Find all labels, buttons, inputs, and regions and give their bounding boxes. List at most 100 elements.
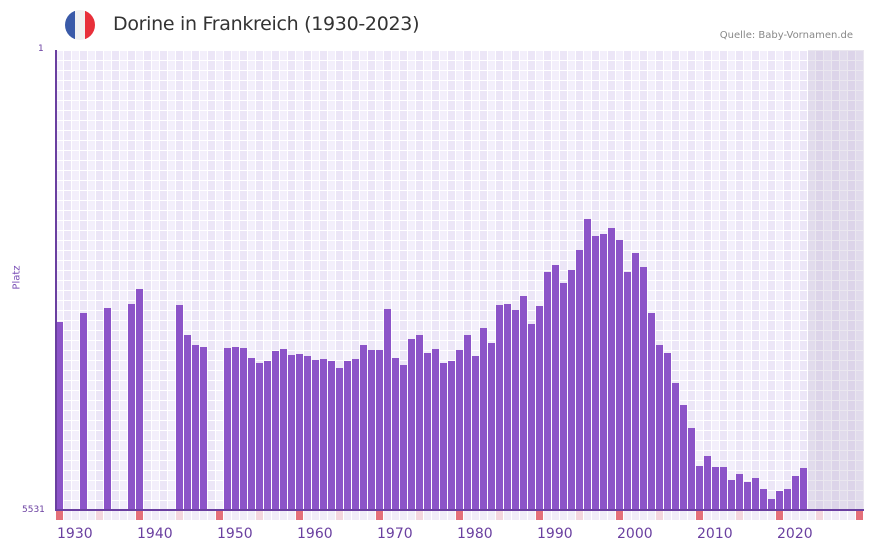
bar-2019[interactable] xyxy=(768,499,775,510)
bar-2022[interactable] xyxy=(792,475,799,510)
year-marker xyxy=(552,511,559,520)
bar-2023[interactable] xyxy=(800,468,807,510)
bar-2014[interactable] xyxy=(728,479,735,510)
bar-1990[interactable] xyxy=(536,306,543,510)
year-marker xyxy=(672,511,679,520)
year-marker xyxy=(64,511,71,520)
bar-2001[interactable] xyxy=(624,272,631,510)
bar-2011[interactable] xyxy=(704,455,711,510)
bar-1947[interactable] xyxy=(192,345,199,510)
bar-2004[interactable] xyxy=(648,312,655,510)
bar-1959[interactable] xyxy=(288,355,295,510)
year-marker xyxy=(656,511,663,520)
bar-1946[interactable] xyxy=(184,335,191,510)
bar-2016[interactable] xyxy=(744,481,751,510)
year-marker xyxy=(280,511,287,520)
x-tick-label: 2010 xyxy=(697,526,733,542)
bar-2009[interactable] xyxy=(688,427,695,510)
y-axis-title: Platz xyxy=(11,265,23,290)
bar-2007[interactable] xyxy=(672,382,679,510)
bar-1965[interactable] xyxy=(336,367,343,510)
bar-2021[interactable] xyxy=(784,489,791,510)
year-marker xyxy=(184,511,191,520)
year-marker xyxy=(336,511,343,520)
bar-1977[interactable] xyxy=(432,349,439,510)
bar-1986[interactable] xyxy=(504,303,511,510)
bar-1939[interactable] xyxy=(128,303,135,510)
year-marker xyxy=(600,511,607,520)
bar-1995[interactable] xyxy=(576,249,583,510)
bar-2000[interactable] xyxy=(616,239,623,510)
year-marker xyxy=(176,511,183,520)
bar-1958[interactable] xyxy=(280,349,287,510)
bar-1975[interactable] xyxy=(416,335,423,510)
bar-2015[interactable] xyxy=(736,474,743,510)
bar-1988[interactable] xyxy=(520,296,527,510)
bar-1954[interactable] xyxy=(248,357,255,510)
bar-1972[interactable] xyxy=(392,357,399,510)
bar-1960[interactable] xyxy=(296,353,303,510)
bar-1992[interactable] xyxy=(552,265,559,510)
bar-1998[interactable] xyxy=(600,233,607,510)
bar-1993[interactable] xyxy=(560,282,567,510)
year-marker xyxy=(680,511,687,520)
bar-1963[interactable] xyxy=(320,359,327,510)
bar-1997[interactable] xyxy=(592,236,599,510)
bar-2008[interactable] xyxy=(680,405,687,510)
bar-2005[interactable] xyxy=(656,345,663,510)
bar-1933[interactable] xyxy=(80,312,87,510)
bar-1996[interactable] xyxy=(584,218,591,510)
bar-1962[interactable] xyxy=(312,360,319,510)
bar-1980[interactable] xyxy=(456,350,463,510)
bar-1957[interactable] xyxy=(272,351,279,510)
year-marker xyxy=(512,511,519,520)
year-marker xyxy=(608,511,615,520)
bar-1964[interactable] xyxy=(328,361,335,510)
bar-2010[interactable] xyxy=(696,465,703,510)
bar-1953[interactable] xyxy=(240,347,247,510)
bar-1968[interactable] xyxy=(360,345,367,510)
bar-1945[interactable] xyxy=(176,305,183,510)
bar-1985[interactable] xyxy=(496,305,503,510)
year-marker xyxy=(696,511,703,520)
bar-1984[interactable] xyxy=(488,342,495,510)
bar-1955[interactable] xyxy=(256,362,263,510)
bar-1999[interactable] xyxy=(608,227,615,510)
bar-1961[interactable] xyxy=(304,356,311,510)
bar-1952[interactable] xyxy=(232,346,239,510)
bar-2006[interactable] xyxy=(664,352,671,510)
bar-2017[interactable] xyxy=(752,478,759,510)
bar-1981[interactable] xyxy=(464,335,471,510)
x-tick-label: 1970 xyxy=(377,526,413,542)
bar-1936[interactable] xyxy=(104,307,111,510)
bar-1969[interactable] xyxy=(368,350,375,510)
bar-1973[interactable] xyxy=(400,365,407,510)
bar-1940[interactable] xyxy=(136,289,143,510)
bar-1970[interactable] xyxy=(376,350,383,510)
bar-1966[interactable] xyxy=(344,361,351,510)
bar-2020[interactable] xyxy=(776,490,783,510)
bar-1994[interactable] xyxy=(568,270,575,510)
bar-1930[interactable] xyxy=(56,321,63,510)
bar-1948[interactable] xyxy=(200,346,207,510)
bar-1987[interactable] xyxy=(512,310,519,510)
bar-2012[interactable] xyxy=(712,466,719,510)
bar-1967[interactable] xyxy=(352,359,359,510)
bar-1976[interactable] xyxy=(424,352,431,510)
bar-1979[interactable] xyxy=(448,361,455,510)
bar-1989[interactable] xyxy=(528,324,535,510)
bar-1971[interactable] xyxy=(384,309,391,510)
bar-1991[interactable] xyxy=(544,272,551,510)
bar-1983[interactable] xyxy=(480,327,487,510)
bar-2002[interactable] xyxy=(632,252,639,510)
bar-1982[interactable] xyxy=(472,356,479,510)
bar-2013[interactable] xyxy=(720,466,727,510)
bar-2003[interactable] xyxy=(640,267,647,510)
bar-1978[interactable] xyxy=(440,362,447,510)
bar-2018[interactable] xyxy=(760,489,767,510)
year-marker xyxy=(736,511,743,520)
bar-1974[interactable] xyxy=(408,339,415,510)
bar-1956[interactable] xyxy=(264,361,271,510)
bar-1951[interactable] xyxy=(224,347,231,510)
year-marker xyxy=(248,511,255,520)
